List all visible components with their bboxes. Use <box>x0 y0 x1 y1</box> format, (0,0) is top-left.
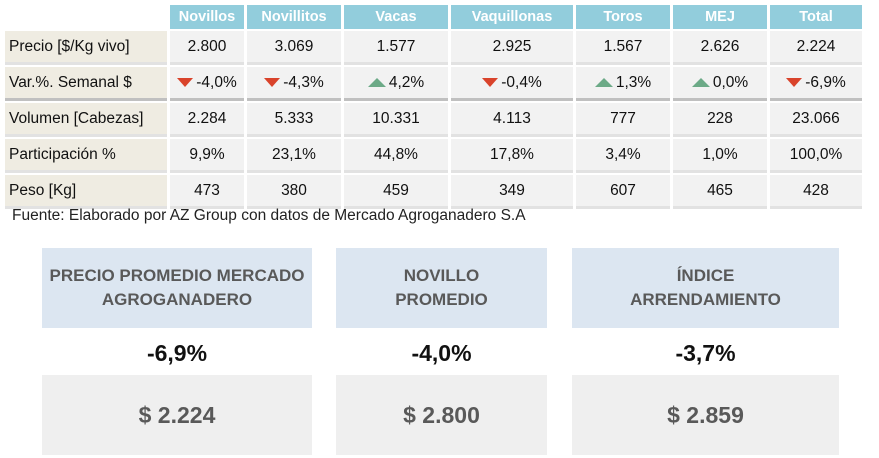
table-cell: 3,4% <box>576 139 670 173</box>
triangle-down-red-icon <box>482 78 499 87</box>
table-cell: 2.224 <box>770 31 862 65</box>
kpi-value-precio-promedio: $ 2.224 <box>42 375 312 455</box>
triangle-down-red-icon <box>264 78 281 87</box>
kpi-title: ÍNDICE ARRENDAMIENTO <box>630 266 781 309</box>
table-cell: 2.800 <box>170 31 244 65</box>
table-cell: 2.284 <box>170 103 244 137</box>
table-cell: 228 <box>673 103 767 137</box>
table-cell: 607 <box>576 175 670 209</box>
col-header-total: Total <box>770 5 862 29</box>
triangle-up-green-icon <box>594 78 613 87</box>
row-label-variacion: Var.%. Semanal $ <box>5 67 167 101</box>
row-label-peso: Peso [Kg] <box>5 175 167 209</box>
variation-value: -4,3% <box>283 73 324 91</box>
variation-value: -6,9% <box>805 73 846 91</box>
row-label-participacion: Participación % <box>5 139 167 173</box>
kpi-value-indice-arrendamiento: $ 2.859 <box>572 375 839 455</box>
kpi-header-indice-arrendamiento: ÍNDICE ARRENDAMIENTO <box>572 248 839 328</box>
table-cell: -0,4% <box>451 67 573 101</box>
table-cell: 2.626 <box>673 31 767 65</box>
table-row-participacion: Participación % 9,9% 23,1% 44,8% 17,8% 3… <box>5 139 862 173</box>
table-cell: 3.069 <box>247 31 341 65</box>
source-note: Fuente: Elaborado por AZ Group con datos… <box>12 207 526 224</box>
kpi-change-novillo-promedio: -4,0% <box>411 340 472 366</box>
table-cell: 349 <box>451 175 573 209</box>
table-cell: -6,9% <box>770 67 862 101</box>
table-cell: 777 <box>576 103 670 137</box>
table-cell: 0,0% <box>673 67 767 101</box>
variation-value: 1,3% <box>615 73 652 91</box>
kpi-title: NOVILLO PROMEDIO <box>395 266 488 309</box>
kpi-title: PRECIO PROMEDIO MERCADO AGROGANADERO <box>49 266 305 309</box>
table-row-precio: Precio [$/Kg vivo] 2.800 3.069 1.577 2.9… <box>5 31 862 65</box>
table-cell: 4.113 <box>451 103 573 137</box>
table-cell: 465 <box>673 175 767 209</box>
table-cell: 23,1% <box>247 139 341 173</box>
table-cell: 100,0% <box>770 139 862 173</box>
table-row-volumen: Volumen [Cabezas] 2.284 5.333 10.331 4.1… <box>5 103 862 137</box>
variation-value: 0,0% <box>712 73 749 91</box>
table-row-variacion: Var.%. Semanal $ -4,0% -4,3% 4,2% -0,4% … <box>5 67 862 101</box>
col-header-vacas: Vacas <box>344 5 448 29</box>
kpi-value-novillo-promedio: $ 2.800 <box>336 375 547 455</box>
table-cell: 380 <box>247 175 341 209</box>
variation-value: -4,0% <box>196 73 237 91</box>
table-cell: 1.577 <box>344 31 448 65</box>
table-cell: 428 <box>770 175 862 209</box>
col-header-novillitos: Novillitos <box>247 5 341 29</box>
table-cell: -4,0% <box>170 67 244 101</box>
kpi-change-precio-promedio: -6,9% <box>146 340 208 366</box>
kpi-change-indice-arrendamiento: -3,7% <box>675 340 736 366</box>
variation-value: 4,2% <box>388 73 425 91</box>
variation-value: -0,4% <box>501 73 542 91</box>
table-cell: 1,3% <box>576 67 670 101</box>
triangle-up-green-icon <box>367 78 386 87</box>
table-cell: 5.333 <box>247 103 341 137</box>
table-corner <box>5 5 167 29</box>
table-cell: 17,8% <box>451 139 573 173</box>
table-cell: -4,3% <box>247 67 341 101</box>
table-cell: 1.567 <box>576 31 670 65</box>
table-cell: 23.066 <box>770 103 862 137</box>
row-label-volumen: Volumen [Cabezas] <box>5 103 167 137</box>
table-cell: 4,2% <box>344 67 448 101</box>
table-cell: 1,0% <box>673 139 767 173</box>
row-label-precio: Precio [$/Kg vivo] <box>5 31 167 65</box>
col-header-toros: Toros <box>576 5 670 29</box>
triangle-up-green-icon <box>691 78 710 87</box>
table-cell: 10.331 <box>344 103 448 137</box>
table-cell: 473 <box>170 175 244 209</box>
col-header-mej: MEJ <box>673 5 767 29</box>
col-header-novillos: Novillos <box>170 5 244 29</box>
kpi-header-precio-promedio: PRECIO PROMEDIO MERCADO AGROGANADERO <box>42 248 312 328</box>
col-header-vaquillonas: Vaquillonas <box>451 5 573 29</box>
table-cell: 9,9% <box>170 139 244 173</box>
table-row-peso: Peso [Kg] 473 380 459 349 607 465 428 <box>5 175 862 209</box>
triangle-down-red-icon <box>786 78 803 87</box>
table-header-row: Novillos Novillitos Vacas Vaquillonas To… <box>5 5 862 29</box>
triangle-down-red-icon <box>177 78 194 87</box>
market-table: Novillos Novillitos Vacas Vaquillonas To… <box>2 3 865 211</box>
table-cell: 459 <box>344 175 448 209</box>
table-cell: 44,8% <box>344 139 448 173</box>
kpi-header-novillo-promedio: NOVILLO PROMEDIO <box>336 248 547 328</box>
table-cell: 2.925 <box>451 31 573 65</box>
